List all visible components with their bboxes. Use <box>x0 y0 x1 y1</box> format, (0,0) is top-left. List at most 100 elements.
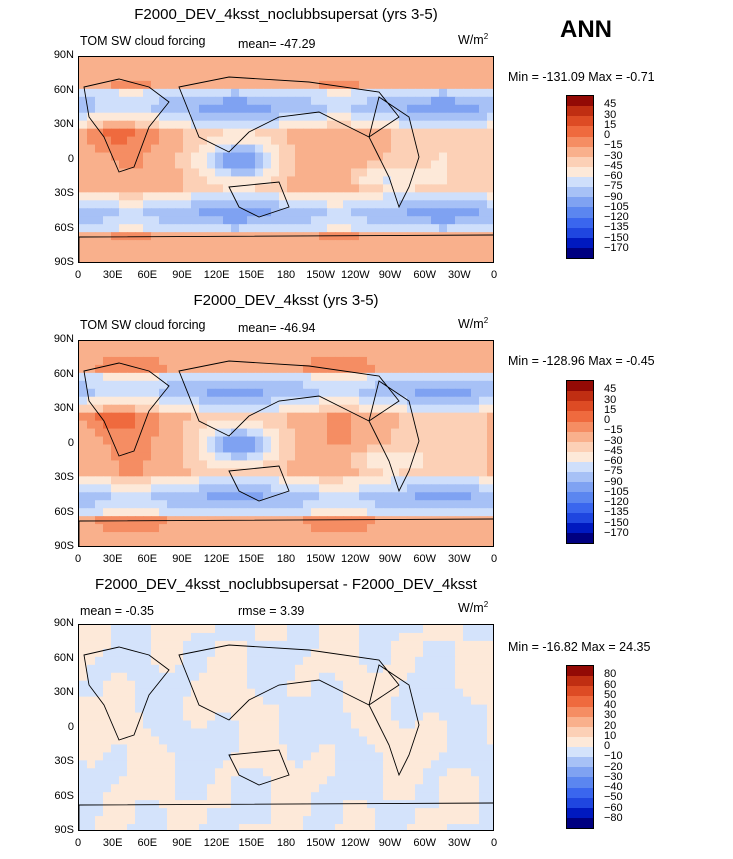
field-cell <box>383 420 392 430</box>
field-cell <box>351 256 360 262</box>
field-cell <box>399 452 408 462</box>
field-cell <box>191 420 200 430</box>
field-cell <box>79 524 88 533</box>
field-cell <box>351 80 360 90</box>
field-cell <box>463 460 472 469</box>
field-cell <box>351 476 360 485</box>
field-cell <box>407 256 416 262</box>
field-cell <box>143 420 152 430</box>
field-cell <box>343 232 352 241</box>
field-cell <box>415 160 424 170</box>
field-cell <box>351 208 360 217</box>
field-cell <box>79 632 88 642</box>
field-cell <box>167 704 176 714</box>
field-cell <box>383 428 392 438</box>
field-cell <box>207 176 216 185</box>
field-cell <box>335 248 344 257</box>
field-cell <box>135 808 144 817</box>
field-cell <box>231 120 240 130</box>
field-cell <box>383 80 392 90</box>
field-cell <box>439 341 448 350</box>
field-cell <box>127 256 136 262</box>
field-cell <box>415 492 424 501</box>
field-cell <box>199 224 208 233</box>
field-cell <box>135 176 144 185</box>
field-cell <box>487 184 493 193</box>
field-cell <box>231 224 240 233</box>
field-cell <box>447 192 456 201</box>
field-cell <box>487 744 493 753</box>
field-cell <box>119 640 128 650</box>
field-cell <box>279 744 288 753</box>
lat-tick-label: 30S <box>54 471 74 483</box>
field-cell <box>327 720 336 730</box>
field-cell <box>215 420 224 430</box>
field-cell <box>159 160 168 170</box>
field-cell <box>111 640 120 650</box>
field-cell <box>455 728 464 738</box>
field-cell <box>255 88 264 98</box>
field-cell <box>407 680 416 690</box>
field-cell <box>343 744 352 753</box>
field-cell <box>199 380 208 390</box>
field-cell <box>95 412 104 422</box>
field-cell <box>103 420 112 430</box>
field-cell <box>143 728 152 738</box>
field-cell <box>135 532 144 541</box>
lon-tick-label: 30W <box>448 553 471 565</box>
field-cell <box>215 64 224 74</box>
field-cell <box>111 696 120 706</box>
lat-tick-label: 60N <box>53 651 74 664</box>
field-cell <box>431 768 440 777</box>
field-cell <box>239 256 248 262</box>
field-cell <box>319 625 328 634</box>
field-cell <box>447 216 456 225</box>
field-cell <box>383 632 392 642</box>
field-cell <box>215 72 224 82</box>
field-cell <box>207 760 216 769</box>
field-cell <box>487 364 493 374</box>
field-cell <box>431 452 440 462</box>
field-cell <box>231 380 240 390</box>
field-cell <box>447 760 456 769</box>
field-cell <box>303 476 312 485</box>
field-cell <box>263 420 272 430</box>
field-cell <box>159 184 168 193</box>
field-cell <box>407 800 416 809</box>
field-cell <box>239 96 248 106</box>
field-cell <box>415 752 424 761</box>
field-cell <box>143 240 152 249</box>
field-cell <box>215 452 224 462</box>
field-cell <box>391 632 400 642</box>
field-cell <box>407 64 416 74</box>
field-cell <box>207 632 216 642</box>
field-cell <box>151 160 160 170</box>
field-cell <box>359 64 368 74</box>
field-cell <box>279 396 288 406</box>
field-cell <box>455 176 464 185</box>
field-cell <box>167 625 176 634</box>
field-cell <box>271 500 280 509</box>
field-cell <box>343 208 352 217</box>
field-cell <box>407 444 416 454</box>
field-cell <box>327 224 336 233</box>
field-cell <box>463 476 472 485</box>
field-cell <box>287 444 296 454</box>
field-cell <box>183 540 192 546</box>
field-cell <box>215 428 224 438</box>
field-cell <box>319 396 328 406</box>
field-cell <box>167 428 176 438</box>
field-cell <box>367 672 376 682</box>
field-cell <box>239 176 248 185</box>
field-cell <box>351 776 360 785</box>
field-cell <box>207 168 216 178</box>
field-cell <box>383 216 392 225</box>
field-cell <box>287 664 296 674</box>
field-cell <box>263 664 272 674</box>
field-cell <box>95 144 104 154</box>
field-cell <box>239 152 248 162</box>
lon-tick-label: 90E <box>172 553 192 565</box>
field-cell <box>287 468 296 477</box>
field-cell <box>279 632 288 642</box>
field-cell <box>167 744 176 753</box>
